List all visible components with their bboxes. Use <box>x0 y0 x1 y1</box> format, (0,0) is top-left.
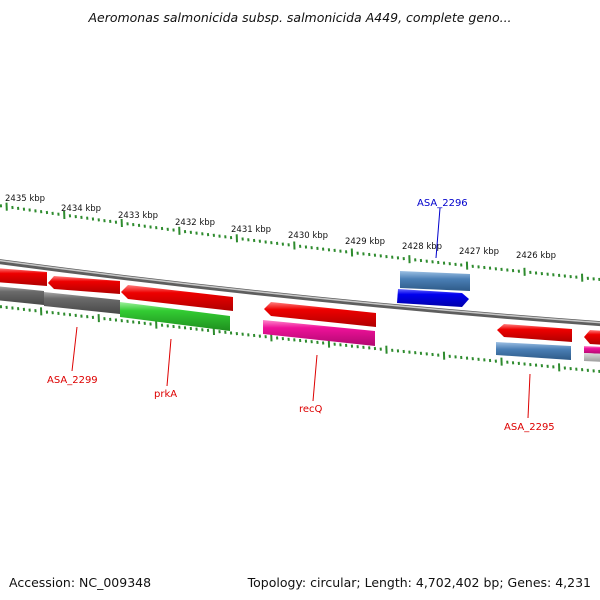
gene-feature-reverse[interactable] <box>0 268 47 286</box>
label-leader-line <box>527 373 531 419</box>
gene-feature-forward[interactable] <box>397 289 469 307</box>
gene-feature-reverse[interactable] <box>0 286 44 305</box>
accession-text: Accession: NC_009348 <box>9 575 152 590</box>
gene-label-asa-2295[interactable]: ASA_2295 <box>504 422 555 433</box>
gene-label-recq[interactable]: recQ <box>299 404 323 415</box>
genome-stats-text: Topology: circular; Length: 4,702,402 bp… <box>247 575 591 590</box>
gene-label-prka[interactable]: prkA <box>154 389 177 400</box>
kbp-tick-label: 2432 kbp <box>175 218 215 228</box>
kbp-tick-label: 2434 kbp <box>61 204 101 214</box>
gene-feature-reverse[interactable] <box>584 353 600 362</box>
gene-feature-reverse[interactable] <box>497 324 572 342</box>
gene-feature-reverse[interactable] <box>48 276 120 294</box>
gene-feature-reverse[interactable] <box>584 346 600 354</box>
gene-feature-reverse[interactable] <box>263 320 375 346</box>
kbp-tick-label: 2435 kbp <box>5 194 45 204</box>
kbp-tick-label: 2426 kbp <box>516 251 556 261</box>
inner-tick-ring <box>0 305 600 373</box>
label-leader-line <box>166 338 172 387</box>
gene-feature-reverse[interactable] <box>44 292 120 314</box>
gene-feature-reverse[interactable] <box>584 330 600 345</box>
gene-feature-reverse[interactable] <box>120 302 230 331</box>
kbp-tick-label: 2427 kbp <box>459 247 499 257</box>
kbp-tick-label: 2431 kbp <box>231 225 271 235</box>
gene-label-asa-2296[interactable]: ASA_2296 <box>417 198 468 209</box>
gene-feature-reverse[interactable] <box>496 342 571 360</box>
map-title: Aeromonas salmonicida subsp. salmonicida… <box>88 10 512 25</box>
kbp-tick-label: 2433 kbp <box>118 211 158 221</box>
gene-feature-forward[interactable] <box>400 271 470 291</box>
outer-tick-ring <box>0 202 600 282</box>
genome-backbone-highlight <box>0 259 600 324</box>
gene-feature-reverse[interactable] <box>121 285 233 311</box>
kbp-tick-label: 2430 kbp <box>288 231 328 241</box>
gene-feature-reverse[interactable] <box>264 302 376 327</box>
label-leader-line <box>435 207 441 259</box>
kbp-tick-labels: 2435 kbp 2434 kbp 2433 kbp 2432 kbp 2431… <box>5 194 556 261</box>
label-leader-line <box>71 326 78 372</box>
genome-backbone <box>0 259 600 327</box>
kbp-tick-label: 2428 kbp <box>402 242 442 252</box>
gene-label-asa-2299[interactable]: ASA_2299 <box>47 375 98 386</box>
label-leader-line <box>312 354 318 402</box>
kbp-tick-label: 2429 kbp <box>345 237 385 247</box>
